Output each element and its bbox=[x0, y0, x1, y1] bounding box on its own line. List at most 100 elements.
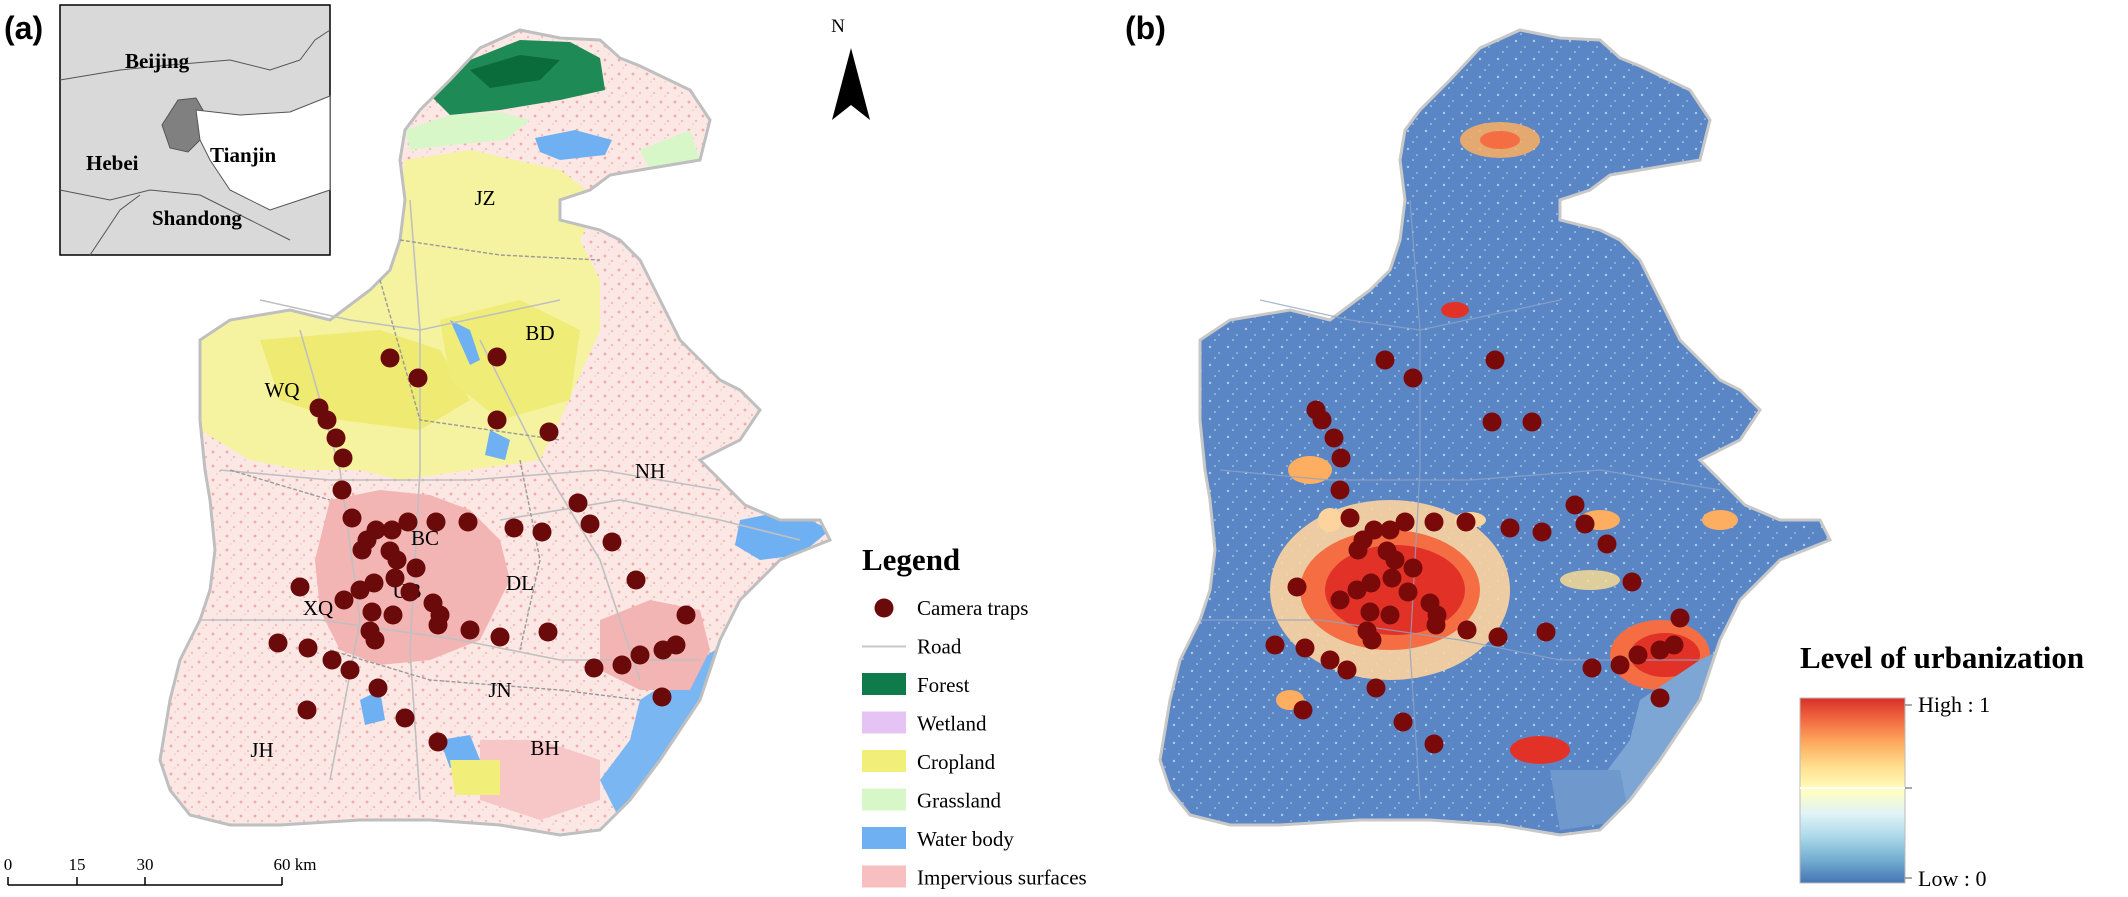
panel-b-camera-trap bbox=[1482, 412, 1502, 432]
legend-label-road: Road bbox=[917, 635, 962, 659]
panel-b-camera-trap bbox=[1324, 428, 1344, 448]
panel-a-camera-trap bbox=[626, 570, 646, 590]
panel-b-camera-trap bbox=[1650, 688, 1670, 708]
panel-a-camera-trap bbox=[366, 520, 386, 540]
panel-a-camera-trap bbox=[352, 540, 372, 560]
panel-a-camera-trap bbox=[504, 518, 524, 538]
panel-a-camera-trap bbox=[584, 658, 604, 678]
panel-a-camera-trap bbox=[676, 605, 696, 625]
panel-b-camera-trap bbox=[1366, 678, 1386, 698]
panel-b-camera-trap bbox=[1597, 534, 1617, 554]
colorbar-title: Level of urbanization bbox=[1800, 640, 2084, 675]
panel-b-camera-trap bbox=[1364, 520, 1384, 540]
panel-a-camera-trap bbox=[298, 638, 318, 658]
legend: Legend Camera traps Road Forest Wetland Crop… bbox=[862, 542, 1087, 890]
panel-a-camera-trap bbox=[487, 410, 507, 430]
panel-a-camera-trap bbox=[652, 687, 672, 707]
panel-a-camera-trap bbox=[612, 655, 632, 675]
panel-b-camera-trap bbox=[1488, 627, 1508, 647]
panel-a-camera-trap bbox=[430, 605, 450, 625]
panel-a-camera-trap bbox=[490, 627, 510, 647]
legend-swatch-water-body bbox=[862, 827, 906, 849]
panel-b-camera-trap bbox=[1575, 514, 1595, 534]
legend-swatch-grassland bbox=[862, 788, 906, 811]
panel-b-camera-trap bbox=[1532, 522, 1552, 542]
panel-a-camera-trap bbox=[342, 508, 362, 528]
panel-b-camera-trap bbox=[1610, 655, 1630, 675]
legend-label-cropland: Cropland bbox=[917, 750, 996, 774]
panel-a-camera-trap bbox=[653, 640, 673, 660]
inset-label-tianjin: Tianjin bbox=[210, 143, 276, 167]
legend-title: Legend bbox=[862, 542, 960, 577]
panel-a-camera-trap bbox=[539, 422, 559, 442]
panel-a-camera-trap bbox=[364, 573, 384, 593]
legend-label-wetland: Wetland bbox=[917, 712, 987, 736]
panel-b-camera-trap bbox=[1295, 638, 1315, 658]
panel-a-camera-trap bbox=[268, 633, 288, 653]
panel-b-camera-trap bbox=[1330, 590, 1350, 610]
legend-swatch-cropland bbox=[862, 750, 906, 772]
panel-b-camera-trap bbox=[1330, 480, 1350, 500]
panel-b-camera-trap bbox=[1456, 512, 1476, 532]
panel-a-camera-trap bbox=[362, 602, 382, 622]
inset-map: Beijing Hebei Tianjin Shandong bbox=[59, 4, 331, 256]
district-label-dl: DL bbox=[506, 571, 534, 595]
panel-b-camera-trap bbox=[1622, 572, 1642, 592]
panel-a-camera-trap bbox=[458, 512, 478, 532]
district-label-nh: NH bbox=[635, 459, 665, 483]
panel-a-camera-trap bbox=[326, 428, 346, 448]
scale-tick-15: 15 bbox=[69, 855, 86, 874]
panel-b-camera-trap bbox=[1320, 650, 1340, 670]
panel-b-camera-trap bbox=[1650, 640, 1670, 660]
legend-swatch-impervious-surfaces bbox=[862, 865, 906, 888]
panel-a-camera-trap bbox=[322, 650, 342, 670]
panel-b-camera-trap bbox=[1265, 635, 1285, 655]
inset-label-shandong: Shandong bbox=[152, 206, 242, 230]
panel-b-camera-trap bbox=[1340, 508, 1360, 528]
panel-b-camera-trap bbox=[1582, 658, 1602, 678]
panel-b-camera-trap bbox=[1457, 620, 1477, 640]
panel-a-camera-trap bbox=[297, 700, 317, 720]
panel-b-camera-trap bbox=[1424, 512, 1444, 532]
panel-a-camera-trap bbox=[380, 348, 400, 368]
panel-b-camera-trap bbox=[1360, 602, 1380, 622]
legend-label-camera-traps: Camera traps bbox=[917, 596, 1028, 620]
panel-b-camera-trap bbox=[1670, 608, 1690, 628]
panel-a-camera-trap bbox=[400, 582, 420, 602]
scale-tick-30: 30 bbox=[137, 855, 154, 874]
panel-a-camera-trap bbox=[382, 520, 402, 540]
panel-b-camera-trap bbox=[1500, 518, 1520, 538]
panel-a-camera-trap bbox=[340, 660, 360, 680]
panel-a-camera-trap bbox=[332, 480, 352, 500]
colorbar-high-label: High : 1 bbox=[1918, 692, 1990, 717]
north-arrow: N bbox=[831, 16, 870, 120]
panel-b-camera-trap bbox=[1382, 568, 1402, 588]
panel-a-camera-trap bbox=[395, 708, 415, 728]
district-label-xq: XQ bbox=[303, 596, 333, 620]
north-arrow-label: N bbox=[831, 16, 845, 37]
panel-b-map bbox=[1158, 28, 1832, 837]
scale-tick-0: 0 bbox=[4, 855, 13, 874]
scale-bar: 0 15 30 60 km bbox=[4, 855, 316, 886]
panel-b-camera-trap bbox=[1628, 645, 1648, 665]
panel-b-camera-trap bbox=[1395, 512, 1415, 532]
panel-b-camera-trap bbox=[1375, 350, 1395, 370]
panel-a-camera-trap bbox=[333, 448, 353, 468]
panel-a-camera-trap bbox=[383, 605, 403, 625]
panel-a-camera-trap bbox=[398, 512, 418, 532]
panel-b-camera-trap bbox=[1293, 700, 1313, 720]
panel-b-camera-trap bbox=[1393, 712, 1413, 732]
panel-a-camera-trap bbox=[406, 558, 426, 578]
panel-b-camera-trap bbox=[1362, 630, 1382, 650]
panel-a-camera-trap bbox=[487, 347, 507, 367]
legend-symbol-camera-traps bbox=[874, 598, 894, 618]
panel-b-camera-trap bbox=[1522, 412, 1542, 432]
panel-b-camera-trap bbox=[1398, 582, 1418, 602]
colorbar-low-label: Low : 0 bbox=[1918, 866, 1986, 891]
colorbar-gradient bbox=[1799, 697, 1906, 884]
panel-b-camera-trap bbox=[1348, 540, 1368, 560]
panel-b-camera-trap bbox=[1427, 605, 1447, 625]
panel-a-camera-trap bbox=[532, 522, 552, 542]
panel-b-camera-trap bbox=[1361, 573, 1381, 593]
panel-b-camera-trap bbox=[1403, 558, 1423, 578]
